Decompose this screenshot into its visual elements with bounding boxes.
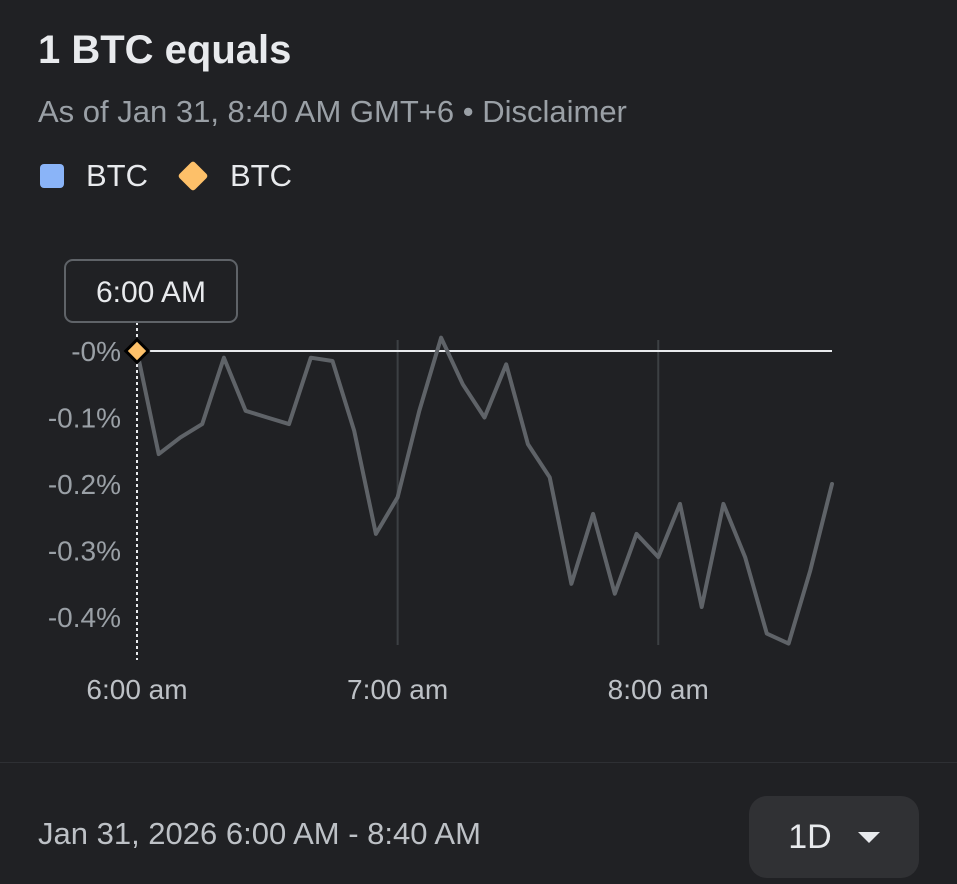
x-tick-label: 7:00 am (347, 674, 448, 705)
highlight-diamond-marker (123, 337, 151, 365)
price-chart[interactable]: -0% -0.1% -0.2% -0.3% -0.4% 6:00 am 7:00 am 8:0… (0, 240, 957, 710)
tooltip-box (64, 259, 238, 323)
price-series-line (135, 335, 834, 646)
disclaimer-link[interactable]: Disclaimer (482, 94, 627, 129)
y-tick-label: -0.2% (48, 469, 121, 500)
page-title: 1 BTC equals (38, 28, 292, 72)
period-label: 1D (788, 817, 832, 856)
y-tick-label: -0% (71, 336, 121, 367)
y-tick-label: -0.1% (48, 403, 121, 434)
as-of-timestamp: As of Jan 31, 8:40 AM GMT+6 • Disclaimer (38, 94, 627, 130)
legend-item-diamond[interactable]: BTC (177, 158, 292, 194)
legend-diamond-icon (177, 160, 209, 192)
x-tick-label: 6:00 am (86, 674, 187, 705)
y-tick-label: -0.3% (48, 536, 121, 567)
chevron-down-icon (857, 831, 880, 843)
tooltip-label: 6:00 AM (96, 276, 206, 309)
divider (0, 762, 957, 763)
legend-item-square[interactable]: BTC (40, 158, 148, 194)
timestamp-text: As of Jan 31, 8:40 AM GMT+6 • (38, 94, 483, 129)
chart-legend: BTC BTC (40, 158, 322, 194)
period-dropdown[interactable]: 1D (749, 796, 919, 878)
x-tick-label: 8:00 am (608, 674, 709, 705)
legend-square-icon (40, 164, 64, 188)
y-tick-label: -0.4% (48, 602, 121, 633)
legend-label: BTC (230, 158, 292, 193)
legend-label: BTC (86, 158, 148, 193)
date-range: Jan 31, 2026 6:00 AM - 8:40 AM (38, 816, 481, 851)
